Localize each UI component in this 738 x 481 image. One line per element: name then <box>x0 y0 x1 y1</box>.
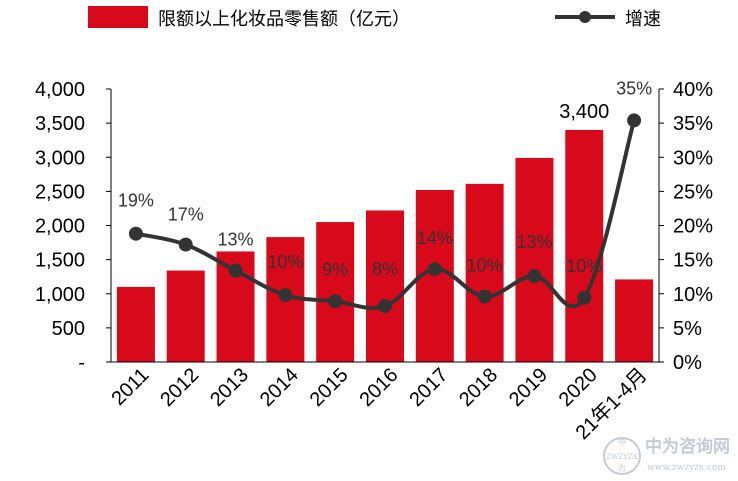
growth-label: 9% <box>322 259 348 279</box>
growth-label: 8% <box>372 259 398 279</box>
left-tick-label: 2,500 <box>35 181 85 203</box>
right-tick-label: 40% <box>673 79 713 101</box>
bar <box>316 222 355 362</box>
right-tick-label: 10% <box>673 284 713 306</box>
left-axis-ticks: - 500 1,000 1,500 2,000 2,500 3,000 3,500 4,000 <box>35 79 111 374</box>
legend: 限额以上化妆品零售额（亿元） 增速 <box>88 6 661 30</box>
growth-point <box>477 289 492 304</box>
left-tick-label: 4,000 <box>35 79 85 101</box>
x-tick-label: 2017 <box>405 364 452 411</box>
left-tick-label: - <box>78 352 85 374</box>
growth-point <box>278 288 293 303</box>
left-tick-label: 1,500 <box>35 250 85 272</box>
watermark-url: www.zwzyzx.com <box>647 463 726 473</box>
x-tick-label: 2014 <box>256 364 303 411</box>
right-tick-label: 20% <box>673 216 713 238</box>
growth-point <box>378 299 392 314</box>
growth-label: 14% <box>417 228 453 248</box>
bars <box>116 129 654 362</box>
right-tick-label: 15% <box>673 250 713 272</box>
x-tick-label: 2018 <box>455 364 502 411</box>
right-tick-label: 30% <box>673 147 713 169</box>
bar <box>615 279 654 362</box>
growth-label: 10% <box>566 256 602 276</box>
bar-data-label: 3,400 <box>559 101 609 123</box>
x-tick-label: 2016 <box>356 364 403 411</box>
growth-label: 13% <box>218 230 254 250</box>
legend-bar-label: 限额以上化妆品零售额（亿元） <box>158 9 410 30</box>
growth-point <box>178 237 193 252</box>
watermark: 中 ZWZYZX 为 中为咨询网 www.zwzyzx.com <box>603 436 730 475</box>
growth-point <box>427 262 442 277</box>
x-axis-labels: 2011 2012 2013 2014 2015 2016 2017 2018 2019 2020… <box>107 363 651 444</box>
watermark-badge-icon <box>603 437 641 475</box>
right-tick-label: 25% <box>673 181 713 203</box>
bar <box>515 157 554 362</box>
growth-point <box>328 294 343 309</box>
x-tick-label: 2015 <box>306 364 353 411</box>
growth-label: 17% <box>168 205 204 225</box>
left-tick-label: 3,500 <box>35 113 85 135</box>
growth-label: 19% <box>118 191 154 211</box>
growth-point <box>577 290 592 305</box>
left-tick-label: 1,000 <box>35 284 85 306</box>
bar <box>366 210 404 362</box>
growth-label: 10% <box>467 255 503 275</box>
growth-labels: 19% 17% 13% 10% 9% 8% 14% 10% 13% 10% 35% <box>118 78 652 279</box>
bar <box>116 286 155 362</box>
right-axis-ticks: 0% 5% 10% 15% 20% 25% 30% 35% 40% <box>659 79 713 374</box>
bar <box>166 270 205 362</box>
left-tick-label: 500 <box>52 318 85 340</box>
left-tick-label: 2,000 <box>35 216 85 238</box>
legend-line-label: 增速 <box>625 9 661 30</box>
x-tick-label: 2019 <box>505 364 552 411</box>
bar <box>465 183 504 362</box>
growth-label: 35% <box>616 78 652 98</box>
watermark-name: 中为咨询网 <box>645 436 730 457</box>
right-tick-label: 5% <box>673 318 702 340</box>
watermark-badge-bottom: 为 <box>618 463 626 473</box>
bar <box>565 129 604 362</box>
watermark-badge-top: 中 <box>618 437 626 447</box>
growth-point <box>527 269 542 284</box>
legend-line-marker <box>579 11 591 23</box>
legend-bar-swatch <box>88 6 148 28</box>
growth-point <box>128 226 143 241</box>
growth-point <box>627 113 642 128</box>
right-tick-label: 35% <box>673 113 713 135</box>
x-tick-label: 2013 <box>206 364 253 411</box>
growth-line <box>128 113 642 314</box>
left-tick-label: 3,000 <box>35 147 85 169</box>
bar-labels: 3,400 <box>559 101 609 123</box>
right-tick-label: 0% <box>673 352 702 374</box>
growth-label: 10% <box>267 252 303 272</box>
growth-label: 13% <box>516 232 552 252</box>
x-tick-label: 2012 <box>156 364 203 411</box>
growth-point <box>228 263 243 278</box>
x-tick-label: 2011 <box>107 364 153 410</box>
watermark-badge-mid: ZWZYZX <box>606 453 637 461</box>
